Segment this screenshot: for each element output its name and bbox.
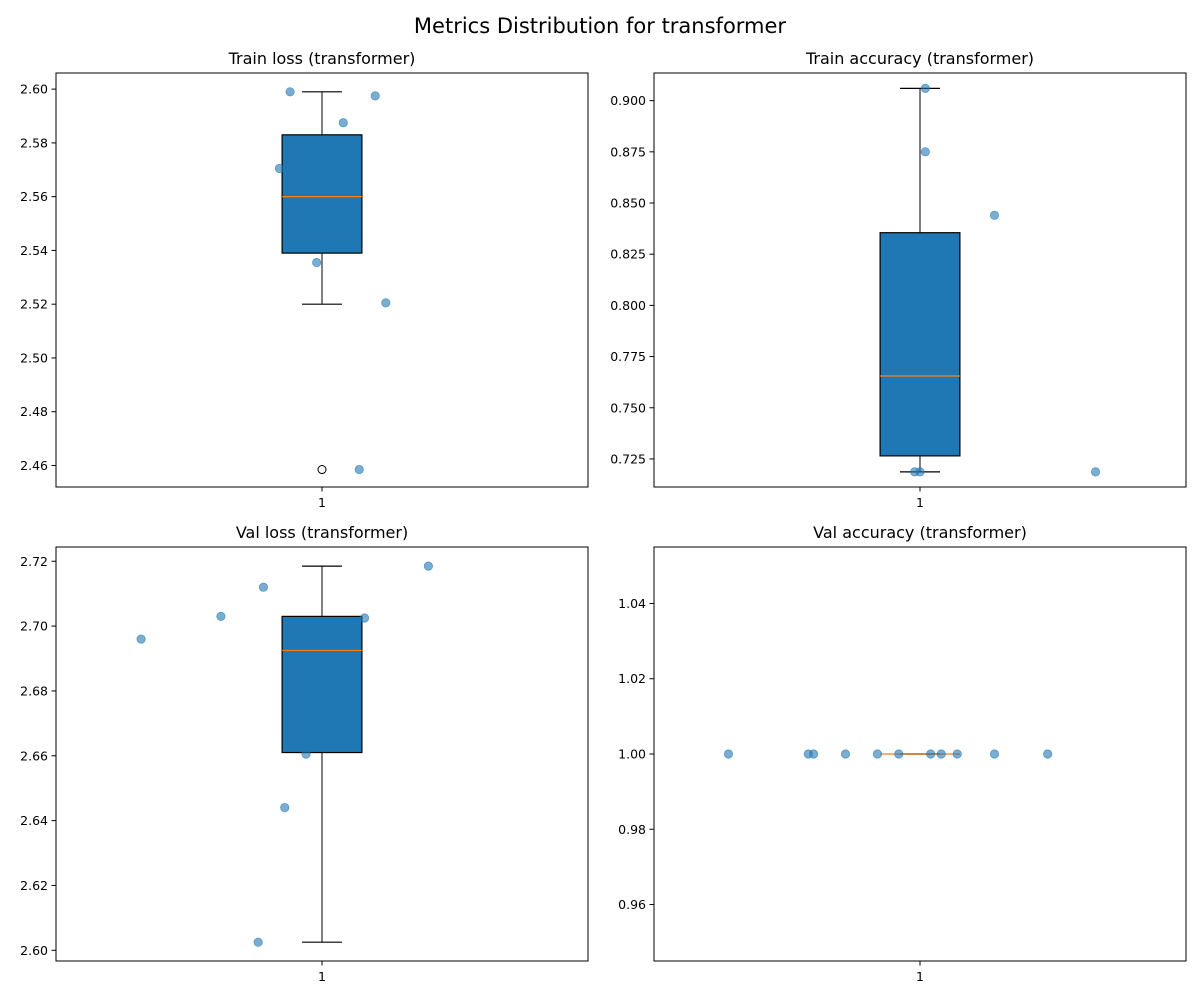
data-point	[136, 634, 146, 644]
chart-panel-train-loss: Train loss (transformer) 2.46 2.48 2.50 2.52…	[20, 49, 589, 510]
y-tick-label: 2.58	[20, 135, 48, 150]
data-point	[354, 464, 364, 475]
data-point	[952, 749, 962, 759]
y-tick-label: 2.64	[20, 813, 48, 828]
box	[879, 232, 961, 457]
y-tick-label: 0.98	[618, 822, 646, 837]
box	[281, 134, 363, 254]
y-tick-label: 2.62	[20, 878, 48, 893]
y-tick-label: 2.48	[20, 404, 48, 419]
subplot-title: Val accuracy (transformer)	[813, 523, 1027, 542]
data-point	[381, 298, 391, 308]
data-point	[872, 749, 883, 759]
y-tick-label: 0.875	[610, 144, 646, 159]
axes-frame	[55, 72, 589, 488]
y-tick-label: 0.775	[610, 349, 646, 364]
data-point	[989, 210, 1000, 220]
subplot-title: Train accuracy (transformer)	[805, 49, 1034, 68]
chart-panel-val-accuracy: Val accuracy (transformer) 0.96 0.98 1.00 1.…	[618, 523, 1187, 984]
data-point	[274, 163, 285, 174]
x-tick-label: 1	[318, 969, 326, 984]
x-tick-label: 1	[916, 969, 924, 984]
y-tick-label: 0.800	[610, 298, 646, 313]
data-point	[920, 147, 930, 157]
x-tick-label: 1	[916, 495, 924, 510]
data-point	[370, 91, 380, 101]
y-tick-label: 0.850	[610, 196, 646, 211]
axes-frame	[653, 546, 1187, 962]
x-tick-label: 1	[318, 495, 326, 510]
data-point	[312, 257, 322, 268]
y-tick-label: 1.04	[618, 596, 646, 611]
y-tick-label: 2.46	[20, 458, 48, 473]
data-point	[359, 613, 370, 623]
y-tick-label: 0.725	[610, 451, 646, 466]
data-point	[894, 749, 904, 759]
chart-panel-val-loss: Val loss (transformer) 2.60 2.62 2.64 2.66 2.…	[20, 523, 589, 984]
data-point	[1090, 467, 1101, 477]
y-tick-label: 0.750	[610, 400, 646, 415]
y-tick-label: 2.68	[20, 683, 48, 698]
data-point	[338, 118, 348, 128]
data-point	[920, 83, 930, 93]
y-tick-label: 0.825	[610, 247, 646, 262]
chart-panel-train-accuracy: Train accuracy (transformer) 0.725 0.750 0.…	[610, 49, 1187, 510]
y-tick-label: 2.60	[20, 82, 48, 97]
data-point	[216, 611, 226, 621]
y-tick-label: 2.66	[20, 748, 48, 763]
data-point	[253, 937, 263, 947]
data-point	[989, 749, 1000, 759]
data-point	[280, 803, 290, 813]
data-point	[285, 87, 295, 97]
data-point	[1043, 749, 1053, 759]
y-tick-label: 2.70	[20, 619, 48, 634]
y-tick-label: 2.52	[20, 297, 48, 312]
data-point	[301, 749, 311, 759]
y-tick-label: 2.72	[20, 554, 48, 569]
y-tick-label: 0.96	[618, 897, 646, 912]
data-point	[423, 561, 433, 571]
y-tick-label: 0.900	[610, 93, 646, 108]
data-point	[840, 749, 851, 759]
subplot-title: Val loss (transformer)	[236, 523, 408, 542]
data-point	[915, 467, 925, 477]
axes-frame	[653, 72, 1187, 488]
outlier-marker	[317, 465, 327, 475]
box	[281, 615, 363, 754]
y-tick-label: 2.50	[20, 350, 48, 365]
figure-title: Metrics Distribution for transformer	[413, 14, 787, 38]
data-point	[258, 582, 269, 592]
axes-frame	[55, 546, 589, 962]
data-point	[723, 749, 734, 759]
y-tick-label: 1.02	[618, 671, 646, 686]
data-point	[926, 749, 936, 759]
data-point	[936, 749, 946, 759]
y-tick-label: 2.56	[20, 189, 48, 204]
y-tick-label: 2.54	[20, 243, 48, 258]
subplot-title: Train loss (transformer)	[228, 49, 416, 68]
data-point	[809, 749, 819, 759]
y-tick-label: 2.60	[20, 943, 48, 958]
y-tick-label: 1.00	[618, 747, 646, 762]
